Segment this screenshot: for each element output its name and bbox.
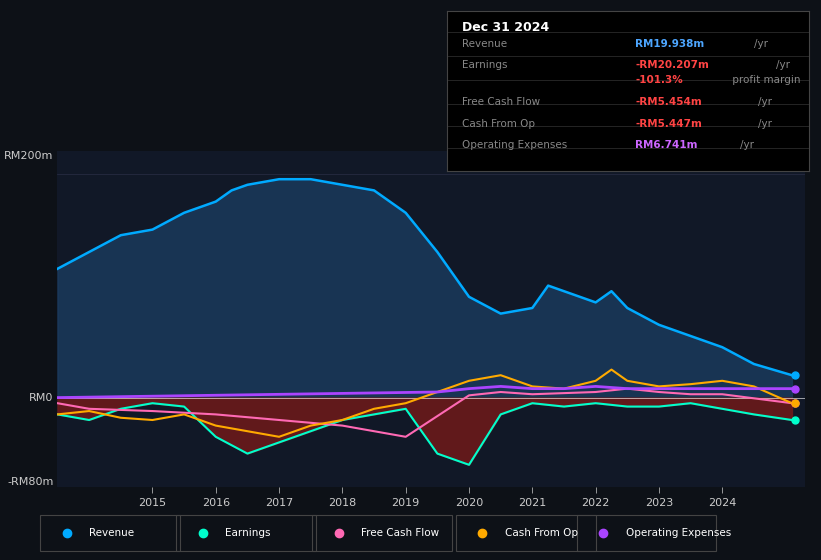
Text: Free Cash Flow: Free Cash Flow xyxy=(462,97,540,107)
Text: -RM5.447m: -RM5.447m xyxy=(635,119,702,129)
Text: RM200m: RM200m xyxy=(4,151,53,161)
Text: RM0: RM0 xyxy=(30,393,53,403)
Text: /yr: /yr xyxy=(758,97,772,107)
Text: RM19.938m: RM19.938m xyxy=(635,39,704,49)
Text: /yr: /yr xyxy=(758,119,772,129)
Text: Cash From Op: Cash From Op xyxy=(505,529,578,538)
Text: Dec 31 2024: Dec 31 2024 xyxy=(462,21,549,34)
Text: Earnings: Earnings xyxy=(462,60,507,69)
Text: /yr: /yr xyxy=(740,140,754,150)
Text: -RM80m: -RM80m xyxy=(7,477,53,487)
Text: Revenue: Revenue xyxy=(462,39,507,49)
Text: -RM5.454m: -RM5.454m xyxy=(635,97,702,107)
Text: /yr: /yr xyxy=(754,39,768,49)
Text: -101.3%: -101.3% xyxy=(635,75,683,85)
Text: /yr: /yr xyxy=(776,60,790,69)
Text: Earnings: Earnings xyxy=(226,529,271,538)
Text: Free Cash Flow: Free Cash Flow xyxy=(361,529,439,538)
Text: Revenue: Revenue xyxy=(89,529,135,538)
Text: profit margin: profit margin xyxy=(729,75,800,85)
Text: RM6.741m: RM6.741m xyxy=(635,140,698,150)
Text: Operating Expenses: Operating Expenses xyxy=(626,529,731,538)
Text: Operating Expenses: Operating Expenses xyxy=(462,140,567,150)
Text: Cash From Op: Cash From Op xyxy=(462,119,535,129)
Text: -RM20.207m: -RM20.207m xyxy=(635,60,709,69)
